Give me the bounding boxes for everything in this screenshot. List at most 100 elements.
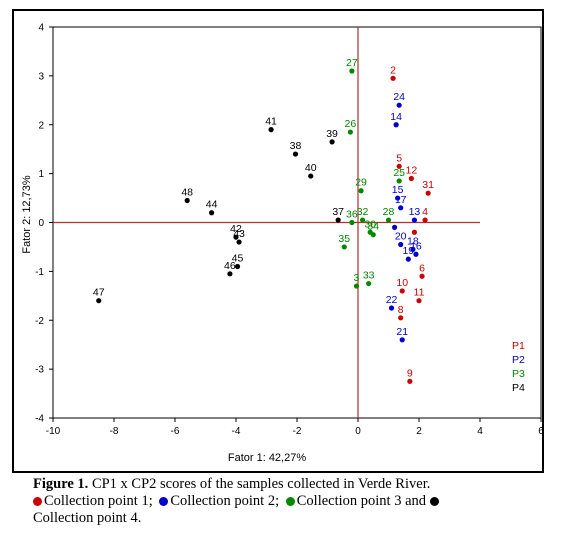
figure-caption: Figure 1. CP1 x CP2 scores of the sample… [33, 476, 553, 527]
point-label: 36 [346, 209, 358, 221]
caption-legend-1: Collection point 1; [33, 493, 153, 509]
data-point [335, 217, 341, 223]
point-label: 32 [357, 206, 369, 218]
y-tick-label: -1 [35, 267, 44, 278]
y-tick-label: 3 [38, 71, 44, 82]
point-label: 46 [224, 260, 236, 272]
data-point [405, 256, 411, 262]
point-label: 5 [396, 152, 402, 164]
data-point [399, 288, 405, 294]
data-point [398, 205, 404, 211]
y-tick-label: -4 [35, 414, 44, 425]
point-label: 12 [406, 165, 418, 177]
blue-dot-icon [159, 496, 169, 506]
data-point [399, 337, 405, 343]
legend-entry: P3 [512, 368, 525, 380]
legend-entry: P2 [512, 354, 525, 366]
x-tick-label: 6 [538, 426, 544, 437]
x-tick-label: 4 [477, 426, 483, 437]
data-point [366, 280, 372, 287]
data-point [308, 173, 314, 179]
data-point [349, 219, 355, 226]
point-label: 13 [409, 206, 421, 218]
point-label: 48 [181, 187, 193, 199]
point-label: 30 [364, 218, 376, 230]
data-point [396, 102, 402, 108]
point-label: 20 [395, 230, 407, 242]
point-label: 26 [345, 118, 357, 130]
data-point [227, 271, 233, 277]
point-label: 35 [338, 233, 350, 245]
data-point [96, 298, 102, 304]
point-label: 44 [206, 199, 218, 211]
data-point [408, 175, 414, 182]
point-label: 2 [390, 64, 396, 76]
point-label: 29 [355, 177, 367, 189]
x-tick-label: 2 [416, 426, 422, 437]
x-axis-label: Fator 1: 42,27% [228, 452, 306, 464]
point-label: 11 [414, 287, 425, 299]
point-label: 19 [402, 245, 414, 257]
point-label: 28 [383, 206, 395, 218]
y-axis-label: Fator 2: 12,73% [21, 175, 33, 253]
red-dot-icon [33, 496, 42, 506]
black-dot-icon [429, 496, 439, 506]
caption-legend-2: Collection point 2; [159, 493, 279, 509]
caption-label: Figure 1. [33, 476, 89, 492]
point-label: 31 [422, 179, 434, 191]
point-label: 18 [407, 235, 419, 247]
point-label: 8 [398, 304, 404, 316]
data-point [393, 122, 399, 128]
data-point [398, 315, 404, 321]
data-point [392, 224, 398, 230]
figure-frame [12, 9, 544, 473]
point-label: 15 [392, 184, 404, 196]
x-tick-label: 0 [355, 426, 361, 437]
point-label: 3 [354, 272, 360, 284]
data-point [396, 178, 402, 184]
caption-text: CP1 x CP2 scores of the samples collecte… [91, 476, 431, 492]
x-tick-label: -10 [46, 426, 61, 437]
point-label: 33 [363, 270, 375, 282]
point-label: 10 [396, 277, 408, 289]
data-point [268, 127, 274, 133]
x-tick-label: -8 [110, 426, 119, 437]
green-dot-icon [285, 496, 295, 506]
point-label: 17 [395, 194, 407, 206]
legend-entry: P4 [512, 382, 525, 394]
point-label: 38 [290, 140, 302, 152]
point-label: 27 [346, 57, 358, 69]
point-label: 47 [93, 287, 105, 299]
point-label: 43 [233, 228, 245, 240]
point-label: 39 [326, 128, 338, 140]
point-label: 25 [393, 167, 405, 179]
y-tick-label: 0 [38, 218, 44, 229]
data-point [358, 188, 364, 194]
y-tick-label: 4 [38, 23, 44, 34]
point-label: 21 [396, 326, 408, 338]
point-label: 34 [367, 221, 379, 233]
data-point [388, 305, 395, 311]
data-point [184, 197, 190, 204]
data-point [407, 378, 413, 384]
data-point [395, 195, 401, 201]
legend-entry: P1 [512, 340, 525, 352]
point-label: 16 [410, 240, 422, 252]
data-point [233, 234, 239, 240]
data-point [349, 68, 355, 74]
data-point [398, 241, 404, 248]
data-point [419, 273, 425, 279]
point-label: 22 [386, 294, 398, 306]
data-point [410, 246, 416, 252]
data-point [370, 232, 376, 238]
x-tick-label: -4 [232, 426, 241, 437]
point-label: 40 [305, 162, 317, 174]
x-tick-label: -6 [171, 426, 180, 437]
data-point [236, 239, 242, 245]
data-point [209, 210, 215, 216]
data-point [359, 217, 366, 223]
data-point [292, 151, 299, 157]
data-point [329, 139, 335, 145]
data-point [411, 217, 418, 223]
